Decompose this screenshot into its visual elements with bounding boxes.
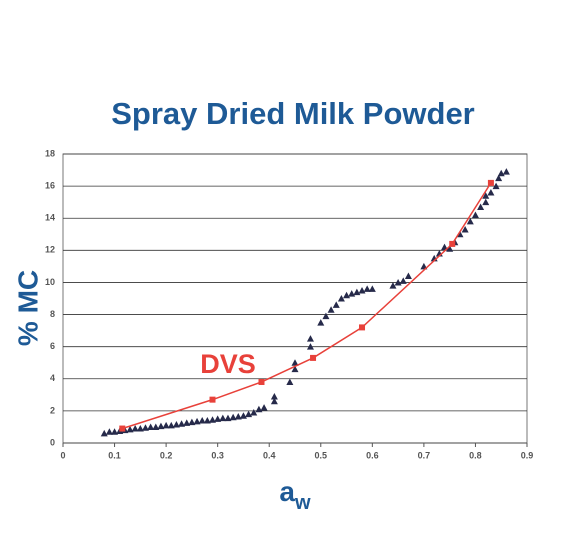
triangle-point: [291, 359, 299, 366]
triangle-point: [157, 422, 165, 430]
triangle-point: [363, 285, 371, 292]
x-tick-label: 0.7: [418, 450, 431, 460]
triangle-point: [495, 174, 503, 182]
triangle-point: [461, 225, 469, 233]
x-tick-label: 0.8: [469, 450, 482, 460]
y-tick-label: 6: [50, 341, 55, 351]
triangle-point: [245, 410, 253, 418]
triangle-point: [224, 414, 232, 422]
series-line: [122, 182, 492, 430]
triangle-point: [358, 286, 366, 294]
triangle-point: [482, 198, 490, 206]
triangle-point: [193, 417, 201, 425]
y-tick-label: 0: [50, 437, 55, 447]
y-tick-label: 2: [50, 405, 55, 415]
square-point: [209, 396, 216, 403]
triangle-point: [111, 428, 119, 435]
triangle-point: [322, 312, 330, 320]
triangle-point: [152, 423, 160, 430]
triangle-point: [172, 421, 180, 428]
triangle-point: [327, 306, 335, 313]
square-point: [359, 324, 366, 331]
triangle-point: [131, 425, 139, 432]
triangle-point: [214, 415, 222, 422]
triangle-point: [183, 419, 191, 426]
triangle-point: [219, 414, 227, 422]
triangle-point: [255, 405, 263, 413]
triangle-point: [203, 417, 211, 424]
triangle-point: [239, 412, 247, 419]
triangle-point: [229, 413, 237, 421]
x-tick-label: 0.4: [263, 450, 276, 460]
triangle-point: [234, 413, 242, 420]
triangle-point: [399, 277, 407, 284]
square-point: [119, 425, 126, 432]
triangle-point: [188, 418, 196, 426]
triangle-point: [250, 408, 258, 416]
y-axis-label: % MC: [12, 270, 43, 346]
triangle-point: [348, 290, 356, 297]
x-tick-label: 0.5: [315, 450, 328, 460]
x-axis-label-main: a: [279, 476, 295, 507]
triangle-point: [337, 295, 345, 302]
y-tick-label: 4: [50, 373, 55, 383]
x-axis-label-sub: w: [294, 492, 311, 514]
triangle-point: [343, 291, 351, 299]
y-tick-label: 16: [45, 180, 55, 190]
triangle-point: [126, 425, 134, 433]
triangle-point: [291, 365, 299, 373]
triangle-point: [353, 288, 361, 296]
triangle-point: [136, 425, 144, 432]
triangle-point: [477, 203, 485, 210]
x-tick-label: 0: [60, 450, 65, 460]
triangle-point: [497, 169, 505, 177]
y-tick-label: 12: [45, 245, 55, 255]
triangle-point: [162, 421, 170, 429]
annotation: DVS: [200, 349, 256, 379]
x-tick-label: 0.1: [108, 450, 121, 460]
triangle-point: [317, 319, 325, 326]
triangle-point: [466, 217, 474, 225]
x-tick-label: 0.2: [160, 450, 173, 460]
plot-frame: [62, 153, 528, 444]
triangle-point: [260, 404, 268, 411]
y-tick-label: 14: [45, 213, 55, 223]
triangle-point: [332, 301, 340, 308]
triangle-point: [141, 424, 149, 431]
x-axis-label: aw: [279, 476, 311, 514]
triangle-point: [368, 285, 376, 292]
triangle-point: [167, 421, 175, 429]
triangle-point: [105, 428, 113, 435]
triangle-point: [389, 282, 397, 289]
square-point: [258, 378, 265, 385]
triangle-point: [306, 343, 314, 350]
triangle-point: [446, 245, 454, 252]
x-tick-label: 0.9: [521, 450, 534, 460]
chart-title: Spray Dried Milk Powder: [111, 96, 475, 131]
triangle-point: [147, 423, 155, 430]
y-tick-label: 18: [45, 148, 55, 158]
triangle-point: [471, 211, 479, 219]
triangle-point: [306, 335, 314, 342]
y-tick-label: 10: [45, 277, 55, 287]
triangle-point: [502, 168, 510, 175]
square-point: [487, 179, 494, 186]
square-point: [449, 240, 456, 247]
triangle-point: [270, 392, 278, 400]
triangle-point: [487, 189, 495, 196]
triangle-point: [492, 182, 500, 190]
triangle-point: [286, 378, 294, 385]
x-tick-label: 0.6: [366, 450, 379, 460]
triangle-point: [270, 397, 278, 405]
y-tick-label: 8: [50, 309, 55, 319]
triangle-point: [482, 192, 490, 199]
x-tick-label: 0.3: [211, 450, 224, 460]
triangle-point: [404, 272, 412, 280]
triangle-point: [209, 416, 217, 423]
square-point: [310, 354, 317, 361]
triangle-point: [178, 420, 186, 427]
triangle-point: [198, 417, 206, 424]
triangle-point: [100, 429, 108, 437]
